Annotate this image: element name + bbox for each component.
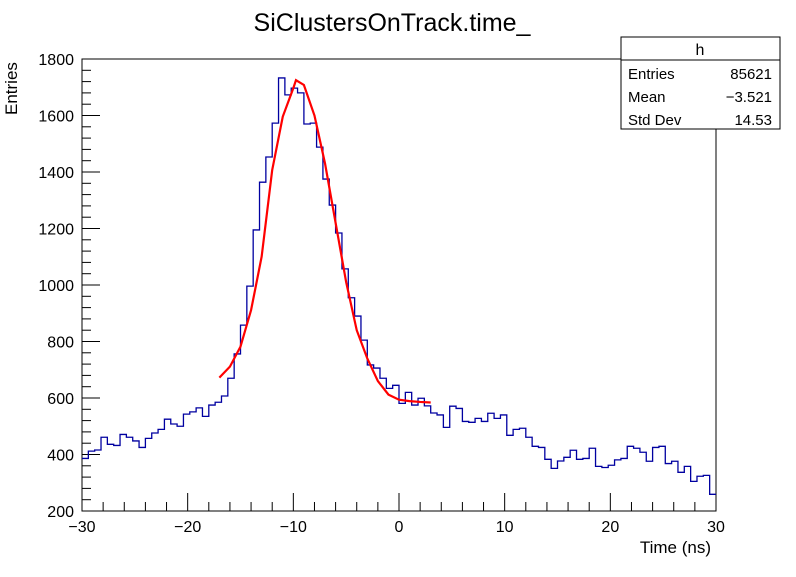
y-tick-label: 600 [47, 391, 74, 408]
y-axis-label: Entries [2, 62, 21, 115]
x-tick-label: −30 [68, 519, 95, 536]
axes [81, 58, 717, 512]
y-tick-label: 800 [47, 335, 74, 352]
stats-mean-label: Mean [628, 89, 666, 106]
x-tick-label: 20 [601, 519, 619, 536]
y-tick-label: 1800 [38, 52, 74, 69]
stats-mean-value: −3.521 [726, 89, 772, 106]
y-tick-label: 1000 [38, 278, 74, 295]
fit-curve [218, 78, 431, 404]
y-tick-label: 400 [47, 448, 74, 465]
stats-entries-label: Entries [628, 66, 675, 83]
x-tick-label: −20 [174, 519, 201, 536]
y-tick-label: 1600 [38, 109, 74, 126]
y-tick-label: 1200 [38, 222, 74, 239]
stats-stddev-value: 14.53 [734, 112, 772, 129]
chart-title: SiClustersOnTrack.time_ [254, 9, 532, 37]
tick-labels: −30 −20 −10 0 10 20 30 200 400 600 800 1000 1200 1400… [38, 52, 725, 536]
x-tick-label: 0 [395, 519, 404, 536]
x-tick-label: −10 [280, 519, 307, 536]
stats-stddev-label: Std Dev [628, 112, 682, 129]
stats-box: h Entries 85621 Mean −3.521 Std Dev 14.5… [620, 36, 781, 130]
y-tick-label: 1400 [38, 165, 74, 182]
stats-title: h [696, 42, 705, 59]
x-axis-label: Time (ns) [640, 538, 711, 557]
histogram-line [82, 77, 716, 495]
y-tick-label: 200 [47, 504, 74, 521]
x-tick-label: 30 [707, 519, 725, 536]
stats-entries-value: 85621 [730, 66, 772, 83]
x-tick-label: 10 [496, 519, 514, 536]
